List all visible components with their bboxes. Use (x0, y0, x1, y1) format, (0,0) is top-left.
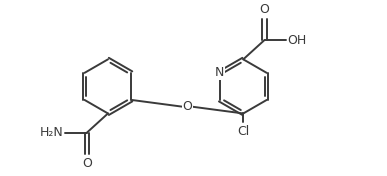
Text: O: O (182, 100, 192, 113)
Text: N: N (215, 66, 224, 79)
Text: O: O (260, 3, 269, 16)
Text: H₂N: H₂N (40, 126, 63, 139)
Text: Cl: Cl (237, 125, 249, 138)
Text: O: O (82, 157, 92, 170)
Text: OH: OH (288, 33, 307, 46)
